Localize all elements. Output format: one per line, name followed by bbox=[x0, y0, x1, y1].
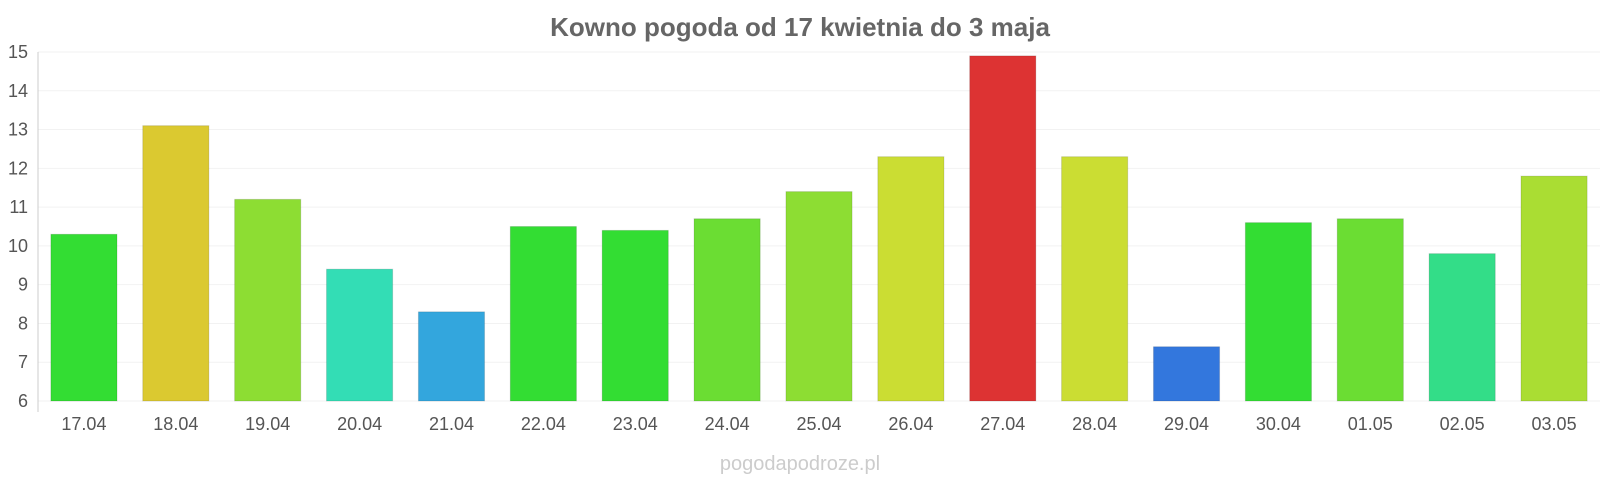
bar bbox=[601, 229, 669, 402]
y-tick-label: 13 bbox=[8, 120, 28, 140]
x-tick-label: 21.04 bbox=[429, 414, 474, 434]
x-tick-label: 25.04 bbox=[796, 414, 841, 434]
y-tick-label: 10 bbox=[8, 236, 28, 256]
x-tick-label: 23.04 bbox=[613, 414, 658, 434]
x-tick-label: 17.04 bbox=[61, 414, 106, 434]
watermark: pogodapodroze.pl bbox=[720, 453, 880, 475]
y-tick-label: 14 bbox=[8, 81, 28, 101]
y-tick-label: 12 bbox=[8, 158, 28, 178]
bar bbox=[1152, 346, 1221, 402]
bar bbox=[1244, 222, 1312, 402]
x-tick-label: 02.05 bbox=[1440, 414, 1485, 434]
x-axis-ticks: 17.04 18.04 19.04 20.04 21.04 22.04 23.04 24.04… bbox=[61, 414, 1576, 434]
bar bbox=[1520, 175, 1588, 402]
x-tick-label: 03.05 bbox=[1532, 414, 1577, 434]
x-tick-label: 29.04 bbox=[1164, 414, 1209, 434]
x-tick-label: 22.04 bbox=[521, 414, 566, 434]
x-tick-label: 27.04 bbox=[980, 414, 1025, 434]
bar bbox=[969, 55, 1037, 402]
x-tick-label: 01.05 bbox=[1348, 414, 1393, 434]
bar bbox=[142, 125, 210, 402]
x-tick-label: 18.04 bbox=[153, 414, 198, 434]
x-tick-label: 26.04 bbox=[888, 414, 933, 434]
x-tick-label: 30.04 bbox=[1256, 414, 1301, 434]
y-tick-label: 11 bbox=[9, 197, 28, 217]
bar bbox=[50, 233, 118, 402]
chart-title: Kowno pogoda od 17 kwietnia do 3 maja bbox=[550, 12, 1050, 42]
bar bbox=[1428, 253, 1496, 402]
y-axis-ticks: 6 7 8 9 10 11 12 13 14 15 bbox=[8, 42, 28, 411]
y-tick-label: 8 bbox=[18, 313, 28, 333]
y-tick-label: 7 bbox=[18, 352, 28, 372]
y-tick-label: 15 bbox=[8, 42, 28, 62]
bar bbox=[509, 226, 577, 402]
x-tick-label: 28.04 bbox=[1072, 414, 1117, 434]
x-tick-label: 19.04 bbox=[245, 414, 290, 434]
bars bbox=[50, 55, 1588, 402]
bar bbox=[234, 198, 302, 402]
bar bbox=[326, 268, 394, 402]
bar bbox=[693, 218, 761, 402]
y-tick-label: 9 bbox=[18, 275, 28, 295]
bar bbox=[785, 191, 853, 402]
bar bbox=[417, 311, 486, 402]
y-tick-label: 6 bbox=[18, 391, 28, 411]
bar bbox=[877, 156, 945, 402]
bar bbox=[1061, 156, 1129, 402]
x-tick-label: 20.04 bbox=[337, 414, 382, 434]
x-tick-label: 24.04 bbox=[705, 414, 750, 434]
bar bbox=[1336, 218, 1404, 402]
